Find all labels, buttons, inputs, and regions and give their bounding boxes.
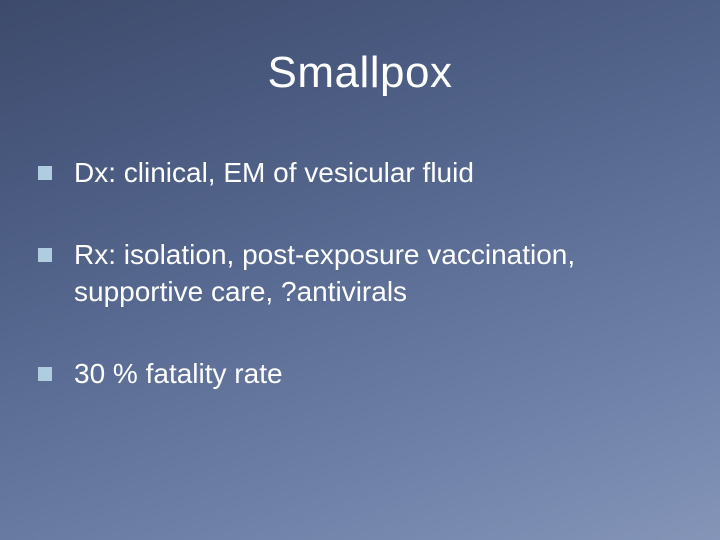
bullet-list: Dx: clinical, EM of vesicular fluid Rx: …	[38, 155, 690, 439]
bullet-text: Rx: isolation, post-exposure vaccination…	[74, 237, 690, 310]
bullet-square-icon	[38, 248, 52, 262]
slide: Smallpox Dx: clinical, EM of vesicular f…	[0, 0, 720, 540]
slide-title: Smallpox	[0, 48, 720, 98]
bullet-square-icon	[38, 166, 52, 180]
bullet-item: 30 % fatality rate	[38, 356, 690, 392]
bullet-item: Rx: isolation, post-exposure vaccination…	[38, 237, 690, 310]
bullet-square-icon	[38, 367, 52, 381]
bullet-text: 30 % fatality rate	[74, 356, 283, 392]
bullet-item: Dx: clinical, EM of vesicular fluid	[38, 155, 690, 191]
bullet-text: Dx: clinical, EM of vesicular fluid	[74, 155, 474, 191]
